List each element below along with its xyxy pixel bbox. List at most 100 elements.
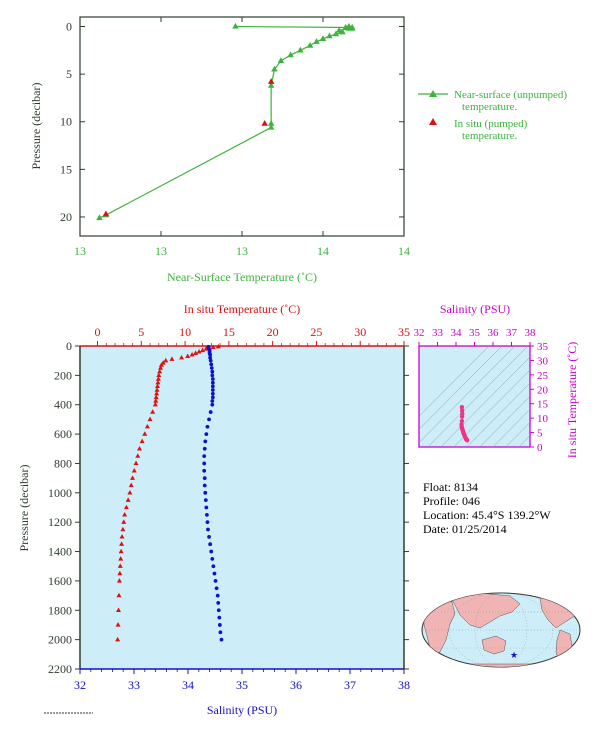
- temperature-point: [147, 416, 153, 422]
- pressure-tick-label: 2000: [48, 633, 72, 647]
- temperature-tick-label: 10: [179, 325, 191, 339]
- ts-point: [459, 408, 465, 413]
- salinity-point: [202, 461, 207, 466]
- ns-unpumped-point: [306, 41, 314, 48]
- salinity-tick-label: 36: [290, 678, 302, 692]
- temperature-point: [123, 504, 129, 510]
- salinity-tick-label: 33: [128, 678, 140, 692]
- salinity-point: [213, 579, 218, 583]
- profile-y-axis-label: Pressure (decibar): [17, 465, 31, 552]
- ts-temperature-tick-label: 30: [537, 355, 549, 367]
- temperature-point: [158, 365, 164, 370]
- temperature-point: [185, 353, 191, 358]
- ns-unpumped-point: [287, 51, 294, 58]
- salinity-point: [208, 358, 213, 363]
- profile-number: Profile: 046: [423, 494, 480, 508]
- pressure-tick-label: 1400: [48, 545, 72, 559]
- temperature-point: [144, 423, 150, 429]
- temperature-tick-label: 20: [267, 325, 279, 339]
- ns-x-tick-label: 14: [317, 244, 329, 258]
- temperature-point: [163, 357, 169, 363]
- temperature-point: [154, 390, 160, 396]
- temperature-point: [130, 475, 136, 480]
- ts-density-contour: [492, 408, 530, 447]
- ts-density-contour: [419, 346, 490, 417]
- salinity-point: [206, 527, 210, 532]
- salinity-point: [210, 556, 215, 561]
- temperature-point: [118, 548, 124, 554]
- temperature-point: [121, 519, 127, 524]
- salinity-point: [208, 542, 213, 547]
- ts-plot-frame: [418, 345, 531, 448]
- ns-unpumped-point: [332, 30, 340, 37]
- temperature-point: [156, 372, 162, 378]
- temperature-point: [133, 460, 139, 466]
- salinity-point: [216, 601, 221, 605]
- pressure-tick-label: 400: [54, 398, 72, 412]
- ns-unpumped-point: [339, 28, 346, 35]
- salinity-point: [203, 498, 208, 503]
- ts-salinity-tick-label: 38: [525, 327, 537, 339]
- ns-unpumped-point: [267, 81, 275, 88]
- near-surface-y-axis-label: Pressure (decibar): [29, 83, 43, 170]
- temperature-point: [157, 368, 163, 374]
- temperature-point: [158, 362, 164, 367]
- legend-label-unpumped-1: Near-surface (unpumped): [454, 89, 567, 101]
- temperature-point: [193, 350, 199, 356]
- temperature-point: [116, 607, 122, 612]
- legend-label-unpumped-2: temperature.: [462, 101, 518, 113]
- float-location: Location: 45.4°S 139.2°W: [423, 508, 551, 522]
- temperature-point: [137, 445, 143, 451]
- near-surface-legend: Near-surface (unpumped) temperature. In …: [418, 89, 567, 142]
- map-float-marker: ★: [510, 650, 518, 660]
- ns-unpumped-point: [313, 38, 320, 44]
- salinity-point: [215, 593, 220, 598]
- temperature-point: [215, 343, 221, 349]
- salinity-point: [202, 468, 207, 473]
- ns-unpumped-point: [277, 57, 285, 63]
- pressure-tick-label: 1800: [48, 603, 72, 617]
- near-surface-x-axis-label: Near-Surface Temperature (˚C): [167, 270, 317, 284]
- temperature-point: [128, 482, 134, 488]
- temperature-tick-label: 5: [138, 325, 144, 339]
- near-surface-x-ticks: 13 13 13 14 14: [74, 17, 410, 258]
- ts-title: Salinity (PSU): [440, 302, 510, 316]
- ts-temperature-tick-label: 25: [537, 370, 549, 382]
- ts-point: [459, 404, 465, 410]
- near-surface-chart: 13 13 13 14 14 0 5 10 15 20 Near-Surface Tempera…: [29, 16, 567, 284]
- ts-salinity-tick-label: 32: [414, 327, 425, 339]
- salinity-point: [203, 490, 208, 495]
- temperature-tick-label: 30: [354, 325, 366, 339]
- salinity-point: [210, 402, 215, 407]
- ns-unpumped-point: [267, 123, 275, 130]
- ts-point: [459, 414, 465, 419]
- salinity-point: [208, 410, 213, 414]
- temperature-tick-label: 0: [95, 325, 101, 339]
- temperature-point: [118, 556, 124, 561]
- salinity-point: [219, 637, 224, 642]
- temperature-point: [210, 344, 216, 350]
- temperature-point: [116, 578, 122, 583]
- salinity-tick-label: 32: [74, 678, 86, 692]
- temperature-point: [142, 431, 148, 436]
- float-info: Float: 8134 Profile: 046 Location: 45.4°…: [423, 480, 551, 536]
- ts-temperature-tick-label: 10: [537, 413, 549, 425]
- profile-chart: 0 5 10 15 20 25 30 35 32 33 34 35 36 37 38 0 200 400 600…: [17, 302, 410, 717]
- temperature-point: [135, 453, 141, 458]
- location-map: ★: [421, 592, 581, 668]
- salinity-point: [214, 586, 219, 591]
- ts-salinity-tick-label: 33: [432, 327, 444, 339]
- salinity-point: [208, 355, 213, 360]
- ts-point: [459, 418, 465, 424]
- salinity-point: [216, 608, 221, 613]
- salinity-point: [210, 395, 215, 400]
- legend-label-pumped-1: In situ (pumped): [454, 118, 528, 130]
- pressure-tick-label: 2200: [48, 662, 72, 676]
- ts-density-contour: [505, 422, 530, 447]
- ns-x-tick-label: 13: [236, 244, 248, 258]
- temperature-point: [189, 352, 195, 357]
- temperature-point: [117, 570, 123, 576]
- temperature-point: [115, 622, 121, 627]
- ts-point: [464, 438, 470, 443]
